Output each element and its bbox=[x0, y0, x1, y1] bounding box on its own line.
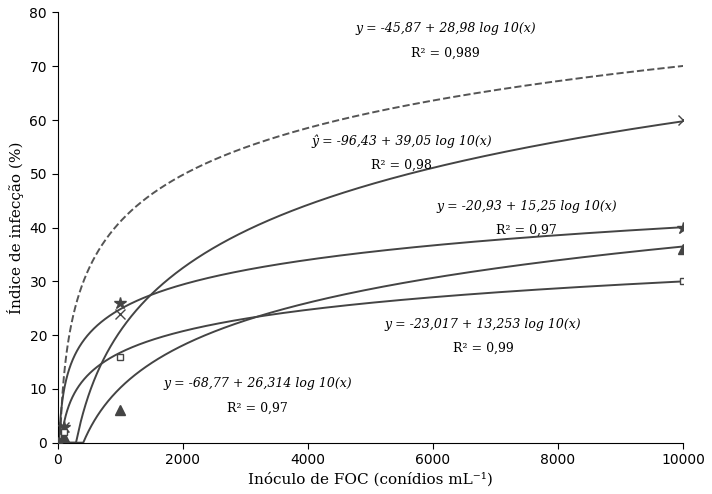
Text: R² = 0,97: R² = 0,97 bbox=[227, 401, 288, 414]
Text: y = -20,93 + 15,25 log 10(x): y = -20,93 + 15,25 log 10(x) bbox=[436, 200, 617, 212]
Text: y = -45,87 + 28,98 log 10(x): y = -45,87 + 28,98 log 10(x) bbox=[355, 22, 535, 35]
Text: R² = 0,989: R² = 0,989 bbox=[411, 46, 480, 59]
Text: y = -68,77 + 26,314 log 10(x): y = -68,77 + 26,314 log 10(x) bbox=[164, 377, 352, 390]
Y-axis label: Índice de infecção (%): Índice de infecção (%) bbox=[7, 141, 24, 314]
Text: R² = 0,98: R² = 0,98 bbox=[371, 159, 432, 172]
Text: y = -23,017 + 13,253 log 10(x): y = -23,017 + 13,253 log 10(x) bbox=[384, 318, 581, 331]
Text: ŷ = -96,43 + 39,05 log 10(x): ŷ = -96,43 + 39,05 log 10(x) bbox=[311, 135, 492, 148]
X-axis label: Inóculo de FOC (conídios mL⁻¹): Inóculo de FOC (conídios mL⁻¹) bbox=[248, 473, 493, 487]
Text: R² = 0,97: R² = 0,97 bbox=[496, 224, 557, 237]
Text: R² = 0,99: R² = 0,99 bbox=[453, 342, 513, 355]
